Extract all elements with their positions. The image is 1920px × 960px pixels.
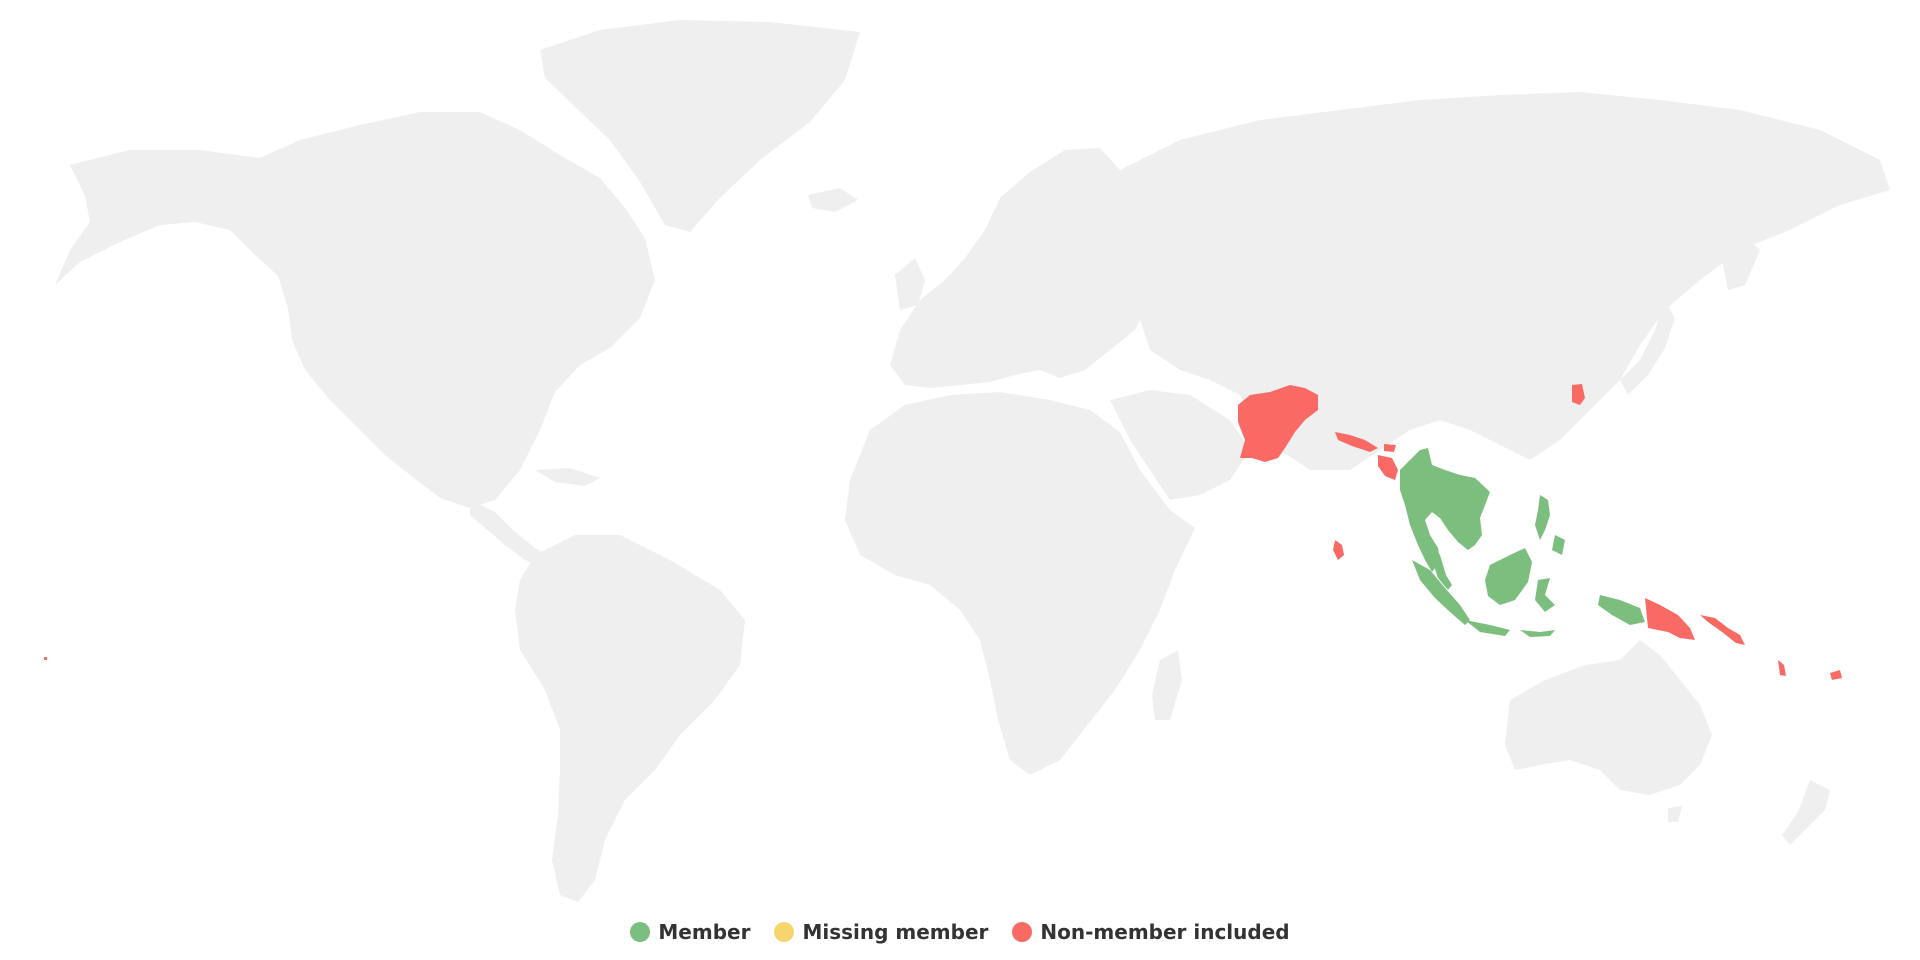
region-philippines[interactable] [1535,495,1565,555]
region-caribbean[interactable] [535,468,600,486]
region-tasmania[interactable] [1668,806,1682,822]
region-mainland-southeast-asia[interactable] [1400,448,1490,572]
region-kamchatka[interactable] [1720,232,1760,290]
region-south-korea[interactable] [1572,384,1585,405]
legend-item-non-member[interactable]: Non-member included [1012,920,1290,944]
non-member-layer [44,384,1842,680]
region-lesser-sunda[interactable] [1520,630,1555,637]
region-asia[interactable] [1120,92,1890,470]
region-south-america[interactable] [515,535,745,902]
region-central-america[interactable] [470,500,552,570]
legend-label-member: Member [658,920,751,944]
region-nepal[interactable] [1335,432,1378,452]
region-australia[interactable] [1505,640,1712,795]
region-iceland[interactable] [808,188,858,212]
region-madagascar[interactable] [1152,650,1182,720]
region-sulawesi[interactable] [1535,578,1555,612]
region-afghanistan-pakistan[interactable] [1238,385,1318,462]
legend-label-missing-member: Missing member [802,920,989,944]
region-vanuatu[interactable] [1778,660,1786,676]
region-solomon-islands[interactable] [1700,615,1745,645]
legend-swatch-member [630,922,651,942]
region-africa[interactable] [845,392,1195,775]
region-uk[interactable] [895,258,925,310]
region-java[interactable] [1465,620,1510,636]
region-bangladesh[interactable] [1378,455,1398,480]
region-arabia[interactable] [1110,390,1250,500]
region-north-america[interactable] [55,112,655,508]
region-bhutan[interactable] [1384,444,1396,452]
region-papua-new-guinea[interactable] [1645,598,1695,640]
region-sumatra[interactable] [1412,560,1470,625]
member-layer [1400,448,1645,637]
legend-swatch-missing-member [774,922,795,942]
map-legend: Member Missing member Non-member include… [0,920,1920,944]
region-eastern-indonesia[interactable] [1598,595,1645,625]
region-sri-lanka[interactable] [1333,540,1344,560]
region-new-zealand[interactable] [1782,780,1830,845]
region-malay-peninsula[interactable] [1430,540,1452,590]
region-borneo[interactable] [1485,548,1532,605]
land-layer [55,20,1890,902]
legend-swatch-non-member [1012,922,1033,942]
region-greenland[interactable] [540,20,860,232]
region-fiji[interactable] [1830,670,1842,680]
region-japan[interactable] [1620,300,1675,395]
world-map-svg [44,20,1890,902]
legend-item-member[interactable]: Member [630,920,750,944]
legend-item-missing-member[interactable]: Missing member [774,920,988,944]
region-scandinavia[interactable] [1000,165,1090,280]
legend-label-non-member: Non-member included [1040,920,1290,944]
region-pacific-island[interactable] [44,657,47,660]
